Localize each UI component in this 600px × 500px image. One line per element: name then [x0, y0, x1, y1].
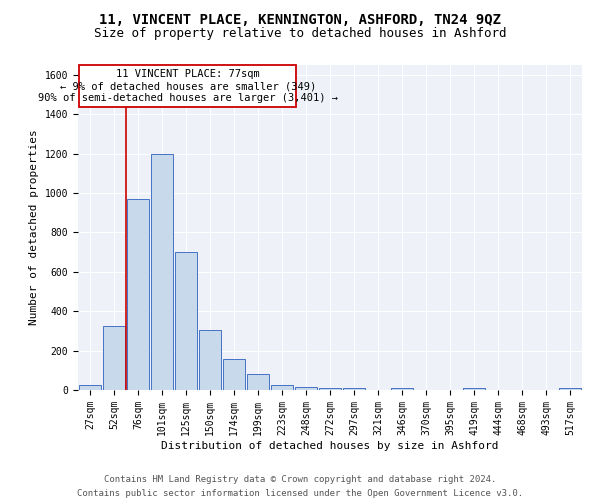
Bar	[199, 330, 221, 390]
X-axis label: Distribution of detached houses by size in Ashford: Distribution of detached houses by size …	[161, 440, 499, 450]
Bar	[295, 387, 317, 390]
Bar	[271, 385, 293, 390]
FancyBboxPatch shape	[79, 65, 296, 108]
Bar	[343, 388, 365, 390]
Text: Size of property relative to detached houses in Ashford: Size of property relative to detached ho…	[94, 28, 506, 40]
Bar	[127, 199, 149, 390]
Bar	[559, 388, 581, 390]
Text: Contains HM Land Registry data © Crown copyright and database right 2024.
Contai: Contains HM Land Registry data © Crown c…	[77, 476, 523, 498]
Y-axis label: Number of detached properties: Number of detached properties	[29, 130, 39, 326]
Text: 11 VINCENT PLACE: 77sqm: 11 VINCENT PLACE: 77sqm	[116, 70, 260, 80]
Bar	[151, 154, 173, 390]
Bar	[175, 252, 197, 390]
Bar	[247, 374, 269, 390]
Bar	[103, 326, 125, 390]
Bar	[391, 388, 413, 390]
Bar	[79, 385, 101, 390]
Bar	[223, 360, 245, 390]
Bar	[319, 388, 341, 390]
Text: ← 9% of detached houses are smaller (349): ← 9% of detached houses are smaller (349…	[59, 81, 316, 91]
Text: 90% of semi-detached houses are larger (3,401) →: 90% of semi-detached houses are larger (…	[38, 93, 338, 103]
Text: 11, VINCENT PLACE, KENNINGTON, ASHFORD, TN24 9QZ: 11, VINCENT PLACE, KENNINGTON, ASHFORD, …	[99, 12, 501, 26]
Bar	[463, 388, 485, 390]
